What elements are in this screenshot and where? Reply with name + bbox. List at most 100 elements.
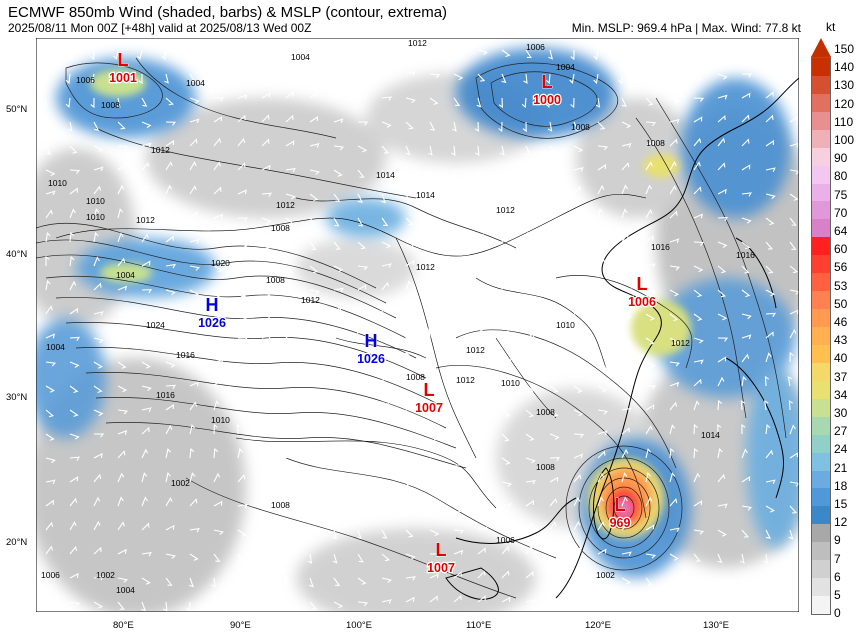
wind-barb	[93, 575, 104, 581]
pressure-center-letter: L	[436, 540, 447, 560]
wind-barb	[69, 336, 81, 342]
wind-barb	[333, 91, 342, 99]
wind-barb	[474, 121, 479, 133]
wind-barb	[261, 505, 272, 512]
wind-barb	[309, 265, 319, 274]
wind-barb	[405, 457, 414, 466]
wind-barb	[165, 361, 176, 368]
colorbar-level-label: 12	[834, 515, 848, 530]
wind-barb	[597, 164, 607, 171]
wind-barb	[645, 472, 651, 483]
wind-barb	[45, 499, 54, 507]
wind-barb	[453, 409, 464, 416]
wind-barb	[93, 452, 103, 459]
wind-barb	[453, 235, 462, 243]
colorbar-segment	[812, 595, 830, 614]
wind-barb	[90, 49, 95, 61]
wind-barb	[117, 409, 129, 415]
wind-barb	[741, 334, 752, 340]
wind-barb	[89, 73, 95, 84]
wind-barb	[357, 44, 367, 51]
wind-barb	[165, 424, 173, 435]
isobar-label: 1012	[276, 200, 295, 210]
wind-barb	[669, 401, 678, 411]
wind-barb	[405, 280, 412, 291]
wind-barb	[213, 186, 222, 195]
wind-barb	[381, 43, 390, 51]
wind-barb	[669, 498, 678, 507]
wind-barb	[213, 472, 221, 483]
colorbar-level-label: 75	[834, 187, 848, 202]
isobar-label: 1002	[96, 570, 115, 580]
wind-barb	[764, 375, 770, 387]
wind-barb	[93, 208, 100, 219]
wind-barb	[789, 241, 797, 250]
wind-barb	[93, 185, 102, 195]
wind-barb	[477, 233, 486, 243]
isobar-label: 1008	[536, 407, 555, 417]
wind-barb	[189, 361, 201, 367]
colorbar-level-label: 80	[834, 169, 848, 184]
wind-barb	[717, 289, 726, 298]
wind-barb	[789, 351, 794, 363]
wind-barb	[355, 352, 360, 363]
colorbar-level-label: 6	[834, 569, 841, 584]
wind-barb	[93, 337, 104, 344]
wind-barb	[381, 169, 387, 179]
wind-barb	[165, 497, 173, 507]
wind-barb	[429, 457, 437, 466]
wind-barb	[285, 217, 295, 226]
wind-barb	[597, 285, 607, 291]
wind-barb	[597, 521, 605, 531]
wind-barb	[573, 496, 581, 507]
wind-barb	[717, 376, 725, 387]
wind-barb	[525, 521, 534, 531]
pressure-center-letter: L	[424, 380, 435, 400]
wind-barb	[213, 529, 224, 536]
wind-barb	[141, 142, 152, 148]
wind-barb	[69, 208, 76, 219]
wind-barb	[525, 332, 535, 339]
wind-barb	[428, 145, 433, 156]
wind-barb	[573, 409, 584, 417]
wind-barb	[621, 385, 632, 392]
wind-barb	[621, 184, 628, 195]
wind-barb	[477, 505, 489, 511]
wind-barb	[765, 352, 772, 363]
wind-barb	[357, 400, 365, 411]
colorbar-segment	[812, 470, 830, 489]
wind-barb	[789, 424, 796, 435]
wind-barb	[645, 289, 656, 296]
wind-barb	[641, 49, 647, 61]
wind-barb	[45, 361, 57, 367]
colorbar-level-label: 30	[834, 406, 848, 420]
coastlines	[445, 77, 799, 600]
wind-barb	[645, 161, 653, 171]
wind-barb	[525, 209, 534, 219]
wind-barb	[765, 289, 776, 297]
wind-barb	[381, 505, 387, 515]
wind-barb	[381, 577, 392, 584]
wind-barb	[189, 472, 196, 483]
wind-barb	[765, 601, 771, 612]
weather-map[interactable]: 1006 1008 1004 1012 1006 1004 1008 1008 1010 1012…	[36, 38, 799, 612]
wind-barb	[451, 145, 456, 157]
wind-barb	[765, 70, 776, 76]
wind-barb	[477, 328, 484, 339]
wind-barb	[213, 161, 221, 171]
wind-barb	[213, 137, 222, 147]
isobar-label: 1020	[211, 258, 230, 268]
wind-barb	[405, 145, 411, 155]
wind-barb	[237, 503, 248, 509]
wind-barb	[525, 457, 536, 464]
wind-barb	[453, 529, 465, 534]
colorbar-level-label: 9	[834, 533, 841, 548]
wind-barb	[165, 524, 175, 531]
wind-barb	[429, 217, 440, 225]
colorbar-segment	[812, 398, 830, 417]
pressure-center-letter: H	[365, 331, 378, 351]
wind-barb	[356, 327, 362, 339]
wind-barb	[381, 529, 388, 539]
wind-barb	[549, 280, 557, 291]
